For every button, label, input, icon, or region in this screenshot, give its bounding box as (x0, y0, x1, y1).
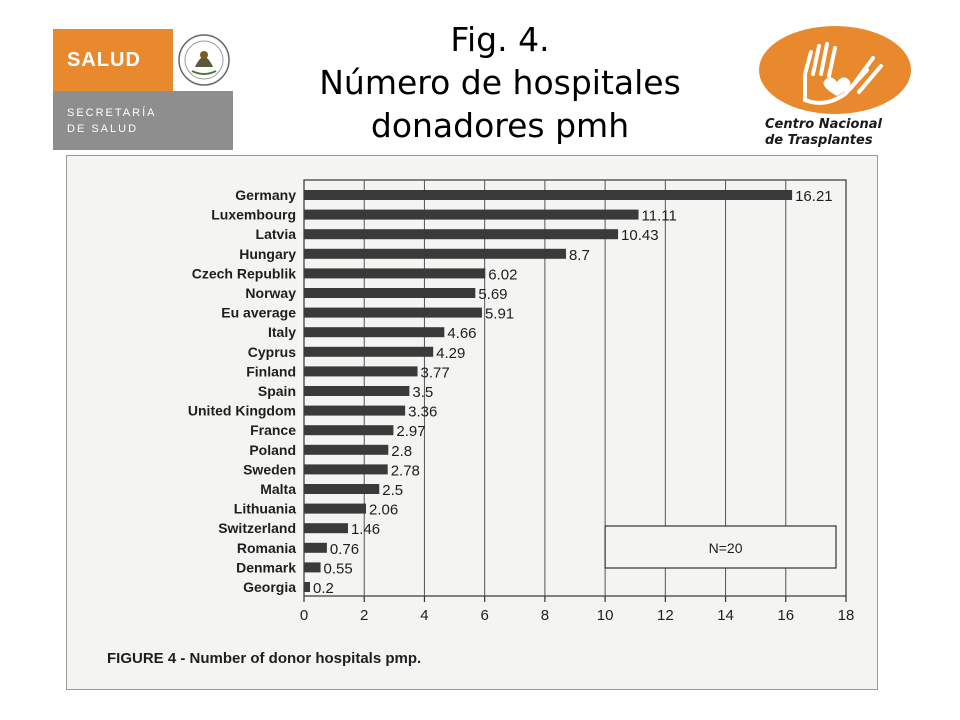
salud-logo: SALUD SECRETARÍA DE SALUD (53, 29, 233, 150)
bar (304, 229, 619, 240)
value-label: 1.46 (351, 521, 380, 538)
value-label: 10.43 (621, 227, 659, 244)
salud-logo-main: SALUD (53, 29, 173, 91)
title-line-3: donadores pmh (370, 106, 630, 145)
value-label: 2.5 (382, 482, 403, 499)
bar (304, 366, 418, 377)
category-label: Lithuania (234, 501, 296, 517)
bar (304, 523, 348, 534)
value-label: 2.97 (396, 423, 425, 440)
x-tick-label: 14 (717, 607, 734, 624)
category-label: Sweden (243, 461, 296, 477)
bar (304, 268, 486, 279)
bar (304, 425, 394, 436)
title-line-1: Fig. 4. (450, 20, 550, 59)
category-label: Czech Republik (192, 265, 296, 281)
slide-title: Fig. 4. Número de hospitales donadores p… (250, 18, 750, 147)
figure-panel: N=20 Germany 16.21 Luxembourg 11.11 Latvia 10.… (66, 155, 878, 690)
category-label: Hungary (239, 246, 296, 262)
category-label: Italy (268, 324, 296, 340)
bar-chart: N=20 Germany 16.21 Luxembourg 11.11 Latvia 10.… (188, 179, 855, 624)
title-line-2: Número de hospitales (319, 63, 681, 102)
bar (304, 307, 482, 318)
value-label: 11.11 (642, 208, 677, 225)
x-tick-label: 10 (597, 607, 614, 624)
bar (304, 582, 311, 592)
category-label: Romania (237, 540, 296, 556)
value-label: 2.06 (369, 502, 398, 519)
x-tick-label: 6 (480, 607, 488, 624)
bar (304, 346, 434, 357)
bar (304, 464, 388, 475)
value-label: 3.77 (421, 364, 450, 381)
note-label: N=20 (709, 540, 743, 556)
value-label: 3.5 (412, 384, 433, 401)
cnt-logo: Centro Nacional de Trasplantes (755, 22, 915, 157)
value-label: 3.36 (408, 404, 437, 421)
bar (304, 248, 566, 259)
value-label: 5.91 (485, 306, 514, 323)
x-tick-label: 0 (300, 607, 308, 624)
x-tick-label: 8 (541, 607, 549, 624)
value-label: 5.69 (478, 286, 507, 303)
category-label: Spain (258, 383, 296, 399)
value-label: 6.02 (488, 266, 517, 283)
value-label: 0.2 (313, 580, 334, 597)
x-tick-label: 16 (777, 607, 794, 624)
bar (304, 190, 793, 200)
value-label: 4.66 (447, 325, 476, 342)
bar (304, 405, 406, 416)
category-label: Malta (260, 481, 296, 497)
category-label: Finland (246, 363, 296, 379)
mexico-seal-icon (178, 34, 230, 86)
category-label: Switzerland (218, 520, 296, 536)
salud-logo-sub: SECRETARÍA DE SALUD (53, 91, 233, 150)
bar (304, 542, 327, 553)
x-tick-label: 12 (657, 607, 674, 624)
bar (304, 444, 389, 455)
hands-heart-icon (759, 26, 911, 114)
category-label: United Kingdom (188, 403, 296, 419)
category-label: Cyprus (248, 344, 296, 360)
value-label: 0.76 (330, 541, 359, 558)
bar (304, 209, 639, 220)
category-label: Luxembourg (211, 207, 296, 223)
x-tick-label: 18 (838, 607, 855, 624)
value-label: 2.8 (391, 443, 412, 460)
bar (304, 562, 321, 573)
value-label: 0.55 (324, 560, 353, 577)
figure-caption: FIGURE 4 - Number of donor hospitals pmp… (107, 650, 422, 667)
category-label: Norway (245, 285, 296, 301)
value-label: 16.21 (795, 188, 833, 205)
bar (304, 484, 380, 494)
x-tick-label: 2 (360, 607, 368, 624)
category-label: Poland (249, 442, 296, 458)
category-label: Denmark (236, 559, 296, 575)
category-label: France (250, 422, 296, 438)
note-box (604, 525, 837, 569)
category-label: Eu average (221, 305, 296, 321)
bar (304, 288, 476, 298)
cnt-logo-text: Centro Nacional de Trasplantes (765, 117, 882, 148)
bar (304, 386, 410, 396)
value-label: 4.29 (436, 345, 465, 362)
bar (304, 503, 367, 514)
value-label: 8.7 (569, 247, 590, 264)
category-label: Georgia (243, 579, 296, 595)
category-label: Latvia (256, 226, 297, 242)
category-label: Germany (235, 187, 296, 203)
value-label: 2.78 (391, 462, 420, 479)
x-tick-label: 4 (420, 607, 428, 624)
bar (304, 327, 445, 338)
